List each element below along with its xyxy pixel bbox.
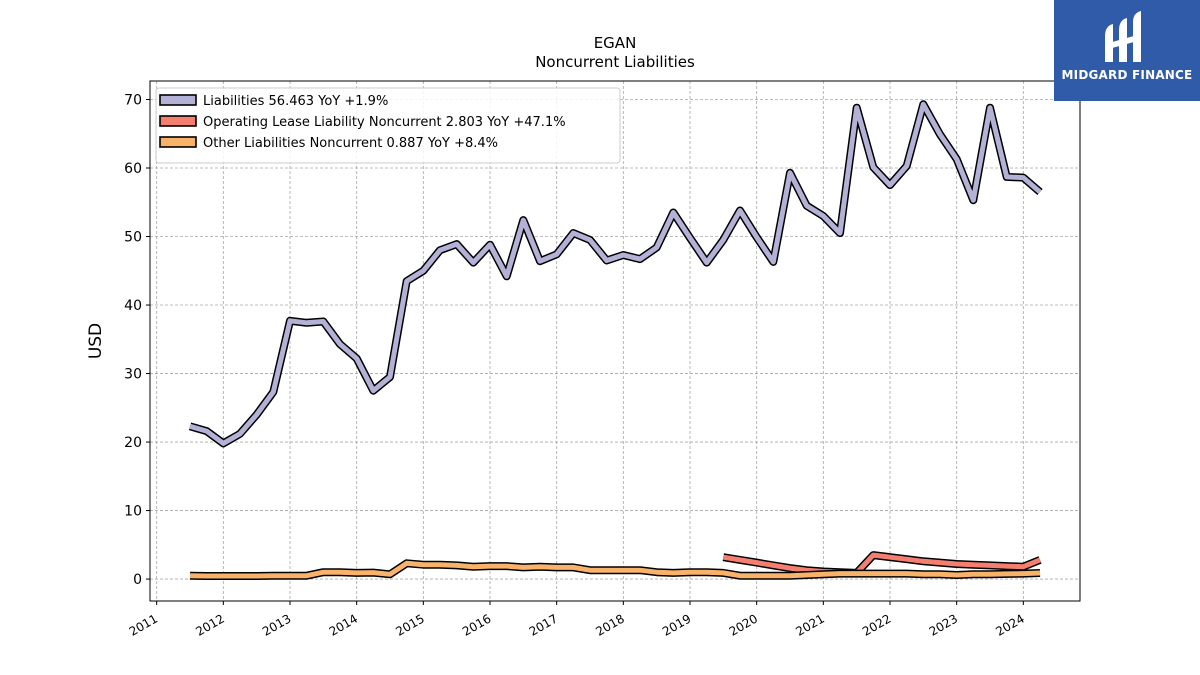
x-tick-label: 2017 <box>527 611 560 638</box>
legend-label: Other Liabilities Noncurrent 0.887 YoY +… <box>203 136 498 151</box>
legend-swatch <box>159 136 197 148</box>
y-tick-label: 20 <box>124 435 142 451</box>
x-tick-label: 2011 <box>127 611 160 638</box>
x-tick-label: 2015 <box>393 611 426 638</box>
plot-frame <box>149 80 1081 602</box>
x-tick-label: 2016 <box>460 611 493 638</box>
x-tick-label: 2014 <box>327 611 360 638</box>
x-tick-label: 2023 <box>927 611 960 638</box>
legend-label: Operating Lease Liability Noncurrent 2.8… <box>203 115 566 130</box>
y-tick-label: 40 <box>124 298 142 314</box>
series-line-1 <box>722 552 1041 576</box>
x-tick-label: 2018 <box>593 611 626 638</box>
brand-mark-icon <box>1105 11 1141 62</box>
x-tick-label: 2020 <box>727 611 760 638</box>
x-tick-label: 2022 <box>860 611 893 638</box>
brand-name: MIDGARD FINANCE <box>1061 68 1193 82</box>
x-tick-label: 2012 <box>193 611 226 638</box>
series-line-2 <box>189 560 1041 579</box>
legend-box <box>155 87 621 164</box>
legend-swatch <box>159 115 197 127</box>
y-tick-label: 10 <box>124 504 142 520</box>
legend-label: Liabilities 56.463 YoY +1.9% <box>203 94 388 109</box>
chart-title: EGAN <box>594 34 637 52</box>
x-tick-label: 2024 <box>993 611 1026 638</box>
series-lines <box>188 100 1043 580</box>
y-axis-label: USD <box>86 323 106 359</box>
legend: Liabilities 56.463 YoY +1.9% Operating Le… <box>155 87 621 164</box>
series-line-0 <box>189 101 1042 446</box>
x-tick-label: 2021 <box>793 611 826 638</box>
brand-logo: MIDGARD FINANCE <box>1054 0 1200 101</box>
chart-subtitle: Noncurrent Liabilities <box>535 53 695 71</box>
legend-swatch <box>159 94 197 106</box>
y-tick-label: 60 <box>124 161 142 177</box>
y-tick-label: 50 <box>124 230 142 246</box>
x-tick-label: 2013 <box>260 611 293 638</box>
y-tick-label: 30 <box>124 367 142 383</box>
y-tick-label: 70 <box>124 92 142 108</box>
x-tick-label: 2019 <box>660 611 693 638</box>
y-tick-label: 0 <box>133 572 142 588</box>
